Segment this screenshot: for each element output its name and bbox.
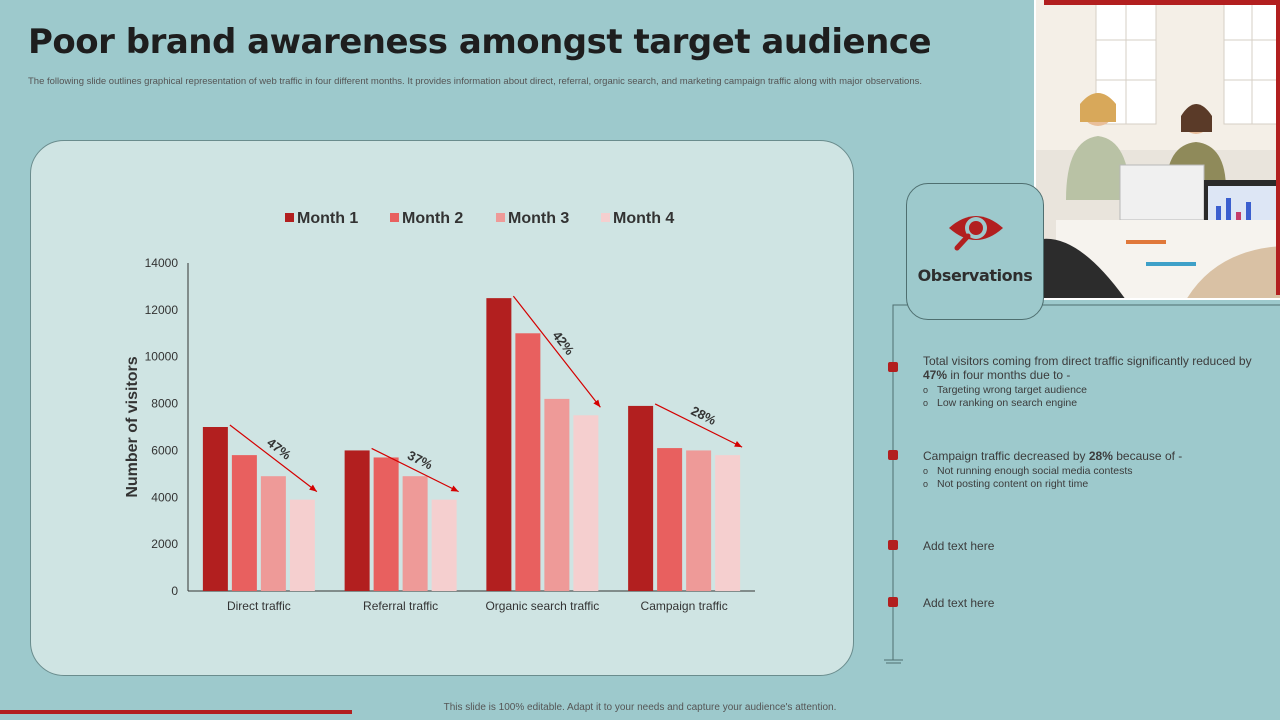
observations-label: Observations <box>917 266 1033 285</box>
y-tick-label: 8000 <box>151 397 178 411</box>
bar <box>202 427 228 591</box>
timeline-marker <box>888 362 898 372</box>
observation-placeholder-text: Add text here <box>923 539 995 553</box>
trend-arrow <box>371 447 459 493</box>
chart-panel: 0 2000 4000 6000 8000 10000 12000 14000 Number o… <box>30 140 854 676</box>
trend-annotation: 47% <box>264 435 294 463</box>
bar <box>573 415 599 591</box>
legend-swatch <box>285 213 294 222</box>
bar <box>628 405 654 591</box>
trend-arrowhead <box>450 485 459 492</box>
observation-subitem: Targeting wrong target audience <box>923 384 1253 397</box>
observation-subitem: Not running enough social media contests <box>923 465 1253 478</box>
observation-highlight: 28% <box>1088 449 1113 463</box>
bar <box>515 333 541 591</box>
bar <box>373 457 399 591</box>
observation-text-after: in four months due to - <box>947 368 1071 382</box>
bar-chart: 0 2000 4000 6000 8000 10000 12000 14000 Number o… <box>124 210 755 613</box>
trend-arrowhead <box>593 399 601 408</box>
trend-arrowhead <box>309 484 317 492</box>
bar <box>657 448 683 591</box>
legend-label: Month 2 <box>402 210 463 227</box>
legend-label: Month 3 <box>508 210 569 227</box>
legend-swatch <box>390 213 399 222</box>
footer-accent-bar <box>0 710 352 714</box>
x-tick-label: Direct traffic <box>227 599 291 613</box>
page-title: Poor brand awareness amongst target audi… <box>28 22 932 62</box>
observation-highlight: 47% <box>923 368 948 382</box>
observation-placeholder-text: Add text here <box>923 596 995 610</box>
bar <box>486 298 512 591</box>
bar <box>431 499 457 591</box>
accent-bar-top <box>1044 0 1280 5</box>
trend-annotation: 42% <box>549 328 577 358</box>
y-axis-label: Number of visitors <box>124 356 141 497</box>
timeline-marker <box>888 450 898 460</box>
legend-label: Month 4 <box>613 210 674 227</box>
trend-annotation: 37% <box>405 447 435 472</box>
observation-text: Total visitors coming from direct traffi… <box>923 354 1252 368</box>
bar <box>686 450 712 591</box>
bar <box>402 476 428 591</box>
y-tick-label: 14000 <box>145 256 179 270</box>
y-tick-label: 10000 <box>145 350 179 364</box>
trend-arrow <box>229 424 318 493</box>
y-tick-label: 2000 <box>151 537 178 551</box>
bar <box>231 455 257 591</box>
timeline-marker <box>888 597 898 607</box>
bar <box>544 398 570 591</box>
page-subtitle: The following slide outlines graphical r… <box>28 76 922 87</box>
timeline-marker <box>888 540 898 550</box>
meeting-photo <box>1034 0 1280 300</box>
trend-arrow <box>654 403 743 448</box>
bar <box>715 455 741 591</box>
y-tick-label: 0 <box>171 584 178 598</box>
observations-card: Observations <box>906 183 1044 320</box>
observation-item-3: Add text here <box>923 539 1253 553</box>
x-tick-label: Campaign traffic <box>641 599 728 613</box>
observation-subitem: Low ranking on search engine <box>923 397 1253 410</box>
legend-swatch <box>601 213 610 222</box>
x-tick-label: Organic search traffic <box>485 599 599 613</box>
observation-text: Campaign traffic decreased by <box>923 449 1089 463</box>
footer-note: This slide is 100% editable. Adapt it to… <box>443 702 837 713</box>
observation-item-2: Campaign traffic decreased by 28% becaus… <box>923 449 1253 491</box>
accent-bar-right <box>1276 0 1280 295</box>
observation-item-4: Add text here <box>923 596 1253 610</box>
x-tick-label: Referral traffic <box>363 599 438 613</box>
bar <box>289 499 315 591</box>
y-tick-label: 4000 <box>151 490 178 504</box>
y-tick-label: 12000 <box>145 303 179 317</box>
legend-label: Month 1 <box>297 210 358 227</box>
y-tick-label: 6000 <box>151 443 178 457</box>
trend-annotation: 28% <box>689 403 719 428</box>
bar <box>344 450 370 591</box>
trend-arrowhead <box>734 441 743 448</box>
observation-subitem: Not posting content on right time <box>923 478 1253 491</box>
eye-search-icon <box>949 216 1003 251</box>
trend-arrow <box>512 295 601 408</box>
legend-swatch <box>496 213 505 222</box>
observation-text-after: because of - <box>1112 449 1183 463</box>
bar <box>260 476 286 591</box>
observation-item-1: Total visitors coming from direct traffi… <box>923 354 1253 410</box>
